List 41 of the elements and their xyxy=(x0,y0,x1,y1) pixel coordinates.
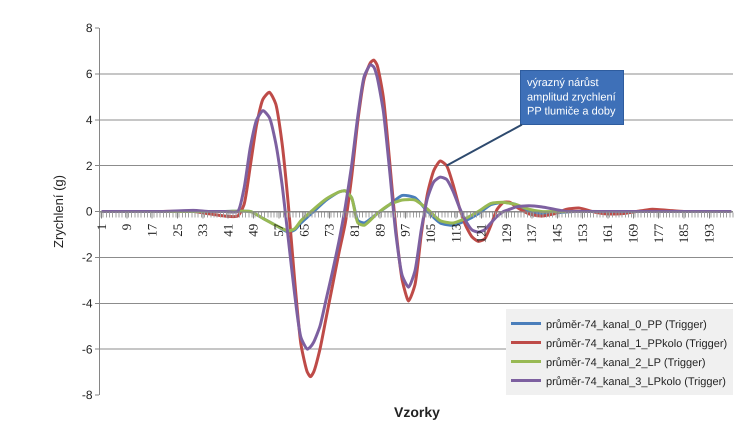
x-tick-label: 89 xyxy=(372,224,388,237)
x-tick-label: 57 xyxy=(271,223,286,237)
annotation: výrazný nárůst amplitud zrychlení PP tlumiče a doby xyxy=(527,77,617,118)
x-tick-label: 73 xyxy=(322,224,337,237)
y-tick-label: 6 xyxy=(86,67,93,82)
y-tick-label: -6 xyxy=(82,342,93,356)
x-tick-label: 177 xyxy=(650,223,666,244)
x-tick-label: 161 xyxy=(600,224,616,244)
x-tick-label: 65 xyxy=(296,224,312,237)
x-tick-label: 17 xyxy=(144,223,160,237)
x-tick-label: 97 xyxy=(398,223,413,237)
y-tick-label: 0 xyxy=(86,204,93,219)
x-tick-label: 49 xyxy=(246,224,261,237)
y-tick-label: -8 xyxy=(82,388,93,402)
x-tick-label: 121 xyxy=(474,224,489,244)
x-axis-title: Vzorky xyxy=(394,404,440,420)
legend-label: průměr-74_kanal_3_LPkolo (Trigger) xyxy=(546,376,726,388)
x-tick-label: 193 xyxy=(701,224,716,244)
x-tick-label: 105 xyxy=(422,224,438,244)
x-tick-label: 33 xyxy=(195,224,210,237)
x-tick-label: 9 xyxy=(119,224,134,230)
x-tick-label: 145 xyxy=(550,224,565,244)
y-tick-label: 8 xyxy=(86,21,93,36)
x-tick-label: 41 xyxy=(220,224,236,237)
x-tick-label: 137 xyxy=(524,223,540,244)
x-tick-label: 81 xyxy=(347,224,362,237)
legend-label: průměr-74_kanal_1_PPkolo (Trigger) xyxy=(546,338,728,350)
x-tick-label: 129 xyxy=(498,224,514,244)
y-tick-label: 2 xyxy=(86,158,93,173)
legend-label: průměr-74_kanal_0_PP (Trigger) xyxy=(546,318,707,331)
legend-label: průměr-74_kanal_2_LP (Trigger) xyxy=(546,356,706,369)
y-axis-title: Zrychlení (g) xyxy=(50,175,66,248)
x-tick-label: 185 xyxy=(676,224,692,244)
x-tick-label: 153 xyxy=(574,224,590,244)
y-tick-label: -2 xyxy=(82,250,93,265)
x-tick-label: 25 xyxy=(170,224,185,237)
x-tick-label: 169 xyxy=(626,224,641,244)
y-tick-label: -4 xyxy=(82,296,93,310)
x-tick-label: 1 xyxy=(94,224,109,230)
y-tick-label: 4 xyxy=(86,112,93,127)
x-tick-label: 113 xyxy=(448,224,464,243)
